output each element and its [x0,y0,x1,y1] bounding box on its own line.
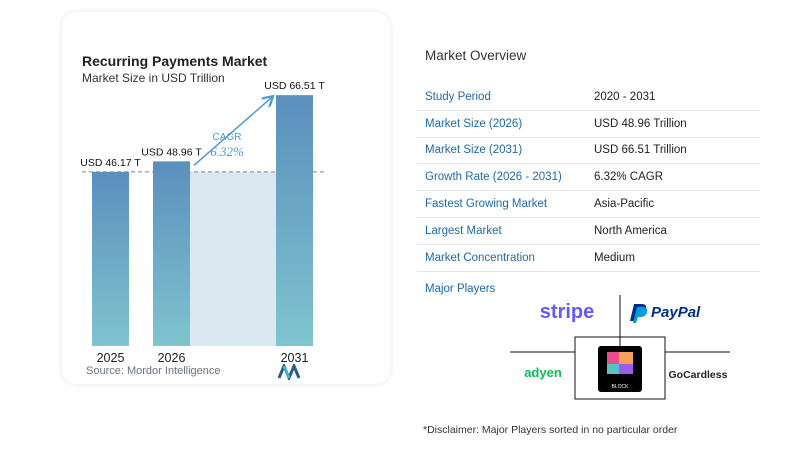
x-tick-label: 2025 [97,351,125,365]
overview-table: Study Period 2020 - 2031 Market Size (2026… [417,84,760,272]
source-value: Mordor Intelligence [126,365,221,377]
bar-chart: USD 46.17 T 2025 USD 48.96 T 2026 USD 66.51 … [80,80,327,365]
bar-2026 [153,161,190,346]
disclaimer: *Disclaimer: Major Players sorted in no … [423,424,678,436]
grid-box [574,336,666,400]
overview-row-value: Medium [594,251,635,264]
overview-row: Study Period 2020 - 2031 [417,84,760,111]
overview-row-value: USD 48.96 Trillion [594,117,687,130]
x-tick-label: 2031 [281,351,309,365]
overview-row: Market Size (2031) USD 66.51 Trillion [417,138,760,165]
growth-band [190,171,276,346]
paypal-logo: PayPal [651,304,701,321]
players-title: Major Players [425,283,496,295]
block-logo: BLOCK [612,384,630,390]
x-tick-label: 2026 [158,351,186,365]
overview-row-value: North America [594,224,667,237]
data-label: USD 66.51 T [264,80,325,92]
overview-row-label: Fastest Growing Market [425,198,548,211]
chart-title: Recurring Payments Market [82,53,268,69]
overview-row-value: USD 66.51 Trillion [594,144,687,157]
paypal-icon [630,304,648,323]
data-label: USD 46.17 T [80,157,141,169]
cagr-arrow [193,97,272,166]
overview-row-value: 2020 - 2031 [594,90,656,103]
overview-row: Market Concentration Medium [417,245,760,272]
source-label: Source: [86,365,124,377]
adyen-logo: adyen [524,365,562,380]
data-label: USD 48.96 T [141,146,202,158]
overview-row-label: Market Size (2026) [425,117,523,130]
cagr-label: CAGR [213,132,242,143]
source-note: Source: Mordor Intelligence [86,365,221,377]
overview-row-label: Market Size (2031) [425,144,523,157]
cagr-value: 6.32% [210,144,244,159]
overview-row-label: Market Concentration [425,251,535,264]
overview-row-label: Study Period [425,90,491,103]
stripe-logo: stripe [540,301,594,323]
mordor-logo-icon [278,364,301,380]
overview-row-value: Asia-Pacific [594,198,655,211]
players-grid: stripe PayPal adyen BLOCK GoCardless [510,295,730,400]
chart-card: Recurring Payments Market Market Size in… [62,12,390,384]
block-icon [598,346,642,392]
overview-row: Growth Rate (2026 - 2031) 6.32% CAGR [417,164,760,192]
overview-row-value: 6.32% CAGR [594,171,664,184]
overview-title: Market Overview [425,48,527,63]
chart-subtitle: Market Size in USD Trillion [82,71,225,85]
overview-row: Fastest Growing Market Asia-Pacific [417,191,760,218]
overview-row: Market Size (2026) USD 48.96 Trillion [417,111,760,138]
overview-row-label: Largest Market [425,224,502,237]
overview-row: Largest Market North America [417,218,760,245]
bar-2031 [276,95,313,346]
bar-2025 [92,171,129,346]
gocardless-logo: GoCardless [669,369,728,381]
overview-row-label: Growth Rate (2026 - 2031) [425,171,562,184]
